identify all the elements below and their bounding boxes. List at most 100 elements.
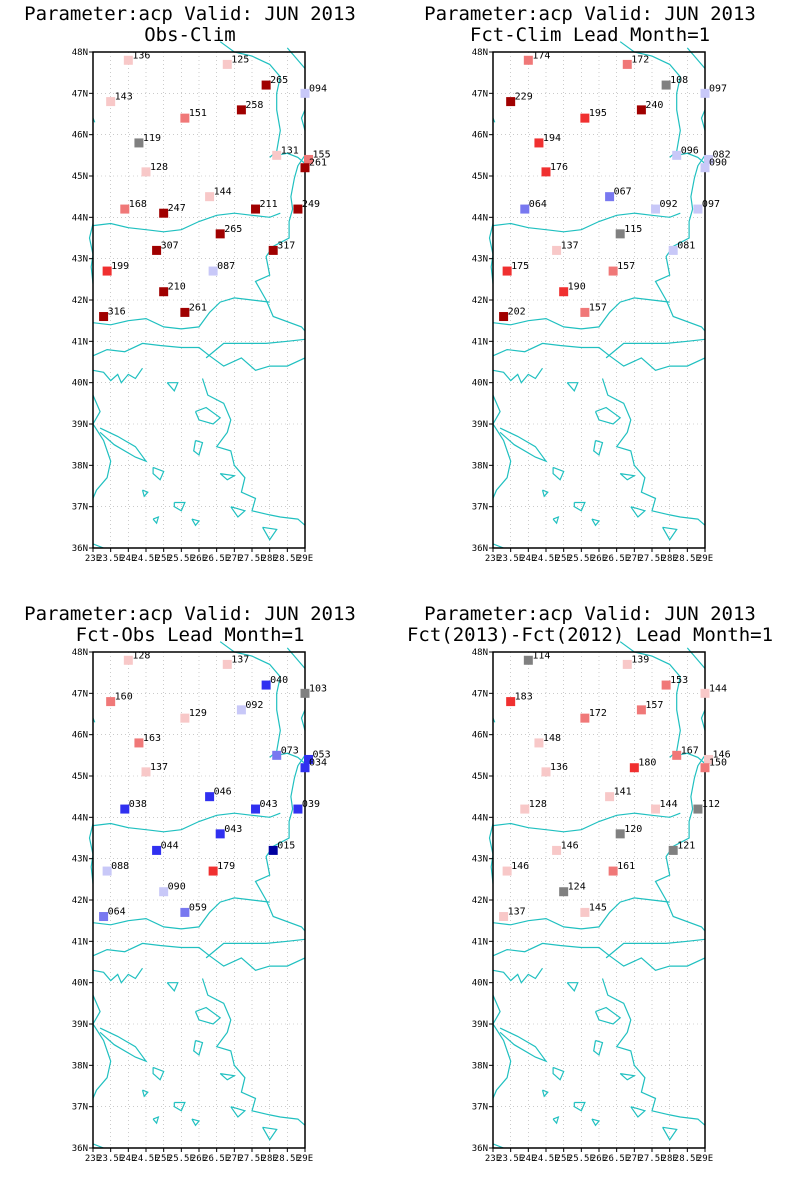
station-value-label: 064 [108, 907, 126, 918]
lon-tick-label: 23E [485, 554, 501, 564]
station-marker [523, 55, 533, 65]
map-panel-obs-clim: Parameter:acp Valid: JUN 2013 Obs-Clim 4… [0, 0, 380, 580]
coastline [499, 427, 548, 463]
panel-title-line1: Parameter:acp Valid: JUN 2013 [424, 3, 756, 25]
station-value-label: 155 [313, 149, 331, 160]
coastline [566, 982, 579, 993]
station-marker [622, 659, 632, 669]
coastline [619, 41, 681, 158]
station-marker [180, 713, 190, 723]
coastline [194, 406, 222, 425]
station-marker [668, 245, 678, 255]
lon-tick-label: 25E [156, 554, 172, 564]
coastline [492, 967, 543, 984]
coastline [230, 506, 247, 518]
station-marker [608, 266, 618, 276]
coastline [173, 1101, 186, 1112]
coastline [191, 518, 201, 527]
station-value-label: 073 [281, 745, 299, 756]
station-marker [629, 763, 639, 773]
coastline [686, 647, 706, 669]
coastline [566, 382, 579, 393]
lat-tick-label: 43N [72, 255, 88, 265]
coastline [492, 394, 512, 499]
station-value-label: 129 [189, 708, 207, 719]
lat-tick-label: 43N [472, 255, 488, 265]
coastline [619, 641, 681, 758]
station-value-label: 172 [589, 708, 607, 719]
station-value-label: 040 [270, 675, 288, 686]
station-marker [300, 163, 310, 173]
lat-tick-label: 41N [472, 937, 488, 947]
coastline [276, 152, 306, 165]
lat-tick-label: 36N [472, 544, 488, 554]
lon-tick-label: 24.5E [132, 1154, 159, 1164]
lat-tick-label: 38N [72, 461, 88, 471]
coastline [492, 994, 512, 1099]
panel-title-line1: Parameter:acp Valid: JUN 2013 [24, 603, 356, 625]
coastline [492, 297, 670, 330]
coastline [92, 367, 143, 384]
lat-tick-label: 40N [472, 379, 488, 389]
coastline [205, 338, 306, 359]
lon-tick-label: 27E [226, 1154, 242, 1164]
coastline [152, 515, 160, 525]
lat-tick-label: 44N [72, 213, 88, 223]
station-marker [506, 697, 516, 707]
panel-title-line2: Fct(2013)-Fct(2012) Lead Month=1 [406, 624, 774, 646]
station-value-label: 157 [589, 302, 607, 313]
lat-tick-label: 39N [72, 1020, 88, 1030]
coastline [700, 109, 706, 131]
coastline [141, 489, 149, 498]
coastline [205, 938, 306, 959]
station-value-label: 258 [245, 100, 263, 111]
station-marker [261, 680, 271, 690]
station-marker [661, 80, 671, 90]
panel-title-line2: Obs-Clim [144, 24, 236, 46]
coastline [193, 1039, 204, 1057]
lat-tick-label: 38N [472, 1061, 488, 1071]
lat-tick-label: 45N [72, 772, 88, 782]
lat-tick-label: 37N [72, 1103, 88, 1113]
coastline [99, 1027, 148, 1063]
lon-tick-label: 23.5E [497, 554, 524, 564]
station-marker [541, 167, 551, 177]
coastline [92, 342, 306, 371]
coastline-group [488, 641, 706, 1149]
coastline [573, 1101, 586, 1112]
station-marker [159, 887, 169, 897]
station-marker [704, 754, 714, 764]
coastline [492, 342, 706, 371]
map-panel-fct-obs: Parameter:acp Valid: JUN 2013 Fct-Obs Le… [0, 600, 380, 1180]
station-value-label: 211 [260, 199, 278, 210]
station-value-label: 112 [702, 799, 720, 810]
station-value-label: 120 [624, 824, 642, 835]
lon-tick-label: 28E [662, 554, 678, 564]
station-map: 48N47N46N45N44N43N42N41N40N39N38N37N36N2… [72, 641, 331, 1164]
station-value-label: 174 [532, 50, 550, 61]
station-marker [520, 804, 530, 814]
lon-tick-label: 27.5E [238, 1154, 265, 1164]
station-value-label: 137 [150, 762, 168, 773]
station-value-label: 015 [277, 840, 295, 851]
station-value-label: 128 [529, 799, 547, 810]
lat-tick-label: 38N [72, 1061, 88, 1071]
lon-tick-label: 23E [85, 554, 101, 564]
lon-tick-label: 24.5E [132, 554, 159, 564]
coastline [92, 942, 306, 971]
station-marker [700, 88, 710, 98]
coastline [92, 967, 143, 984]
lat-tick-label: 44N [472, 813, 488, 823]
coastline [152, 466, 165, 481]
station-marker [272, 750, 282, 760]
coastline-group [88, 641, 306, 1149]
coastline [591, 518, 601, 527]
lon-tick-label: 28.5E [274, 1154, 301, 1164]
coastline [552, 515, 560, 525]
station-value-label: 153 [670, 675, 688, 686]
station-marker [661, 680, 671, 690]
lat-tick-label: 46N [472, 131, 488, 141]
station-value-label: 094 [309, 83, 327, 94]
station-value-label: 143 [115, 92, 133, 103]
